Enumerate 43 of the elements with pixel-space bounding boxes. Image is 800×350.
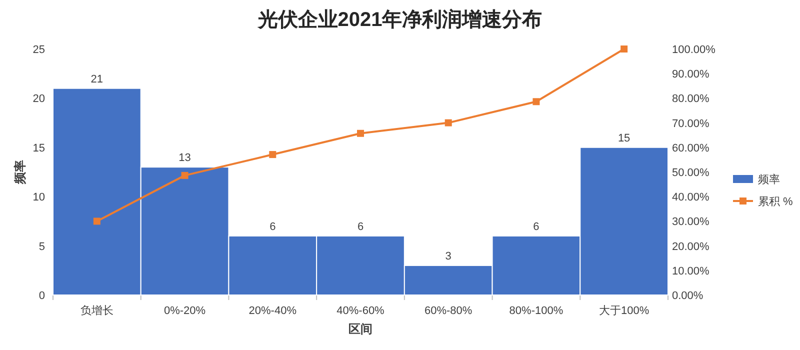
point xyxy=(444,119,452,126)
x-tick-label: 80%-100% xyxy=(509,305,564,317)
y2-tick-label: 20.00% xyxy=(672,240,710,253)
y2-tick-label: 80.00% xyxy=(672,93,710,106)
data-label: 15 xyxy=(618,132,630,144)
y2-tick-label: 0.00% xyxy=(672,290,704,302)
point xyxy=(93,218,100,225)
y-tick-label: 20 xyxy=(32,93,45,106)
data-label: 3 xyxy=(445,250,452,262)
x-tick-label: 负增长 xyxy=(80,304,114,317)
data-label: 6 xyxy=(270,220,276,233)
point xyxy=(181,172,188,179)
y2-tick-label: 100.00% xyxy=(672,44,716,56)
y-tick-label: 25 xyxy=(32,44,45,56)
point xyxy=(532,98,540,106)
y2-tick-label: 50.00% xyxy=(672,167,710,179)
y2-tick-label: 90.00% xyxy=(672,68,710,81)
x-tick-label: 大于100% xyxy=(599,304,650,317)
y-tick-label: 15 xyxy=(32,142,45,154)
legend-label: 频率 xyxy=(758,173,780,186)
data-label: 21 xyxy=(90,73,104,86)
y-tick-label: 0 xyxy=(38,290,45,302)
x-tick-label: 20%-40% xyxy=(248,305,297,317)
x-tick-label: 60%-80% xyxy=(424,305,472,317)
y2-tick-label: 40.00% xyxy=(672,192,710,204)
y2-tick-label: 60.00% xyxy=(672,142,710,154)
y-tick-label: 10 xyxy=(32,192,45,204)
y-axis-title: 频率 xyxy=(13,160,27,185)
y2-tick-label: 10.00% xyxy=(672,265,710,278)
point xyxy=(269,151,276,158)
data-label: 6 xyxy=(357,220,364,233)
point xyxy=(357,130,364,137)
point xyxy=(620,46,628,52)
y2-tick-label: 30.00% xyxy=(672,216,710,228)
data-label: 6 xyxy=(533,220,540,233)
y-tick-label: 5 xyxy=(38,240,45,253)
chart-title: 光伏企业2021年净利润增速分布 xyxy=(256,8,542,31)
y2-tick-label: 70.00% xyxy=(672,118,710,130)
x-axis-title: 区间 xyxy=(348,322,372,336)
legend-label: 累积 % xyxy=(758,196,794,208)
x-tick-label: 0%-20% xyxy=(164,305,206,317)
data-label: 13 xyxy=(178,152,191,164)
x-tick-label: 40%-60% xyxy=(336,305,385,317)
